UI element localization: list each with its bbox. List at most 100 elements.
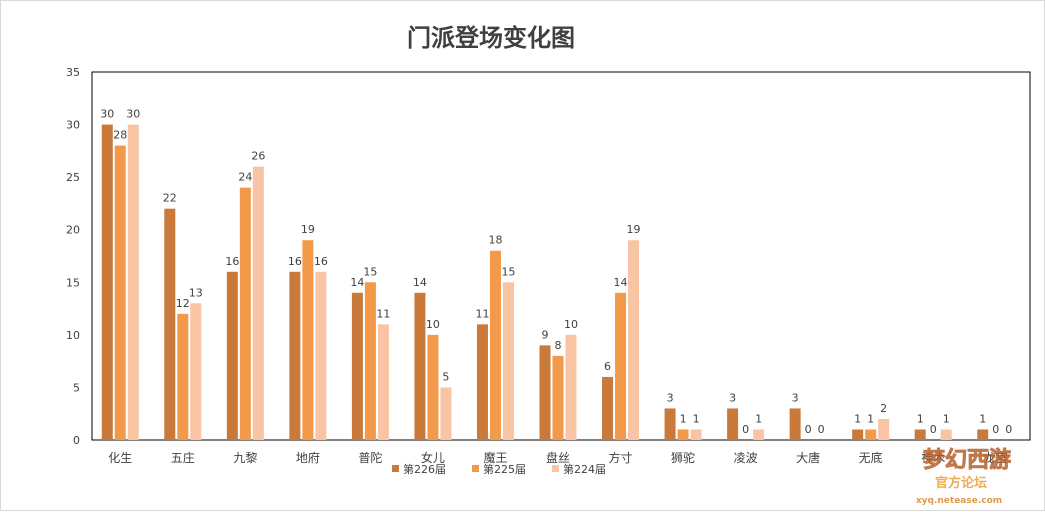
- bar: [226, 271, 238, 440]
- legend-label: 第225届: [483, 462, 526, 476]
- bar-data-label: 0: [742, 423, 749, 436]
- watermark-url-text: xyq.netease.com: [916, 496, 1002, 506]
- bar-data-label: 19: [301, 223, 315, 236]
- bar-data-label: 8: [555, 339, 562, 352]
- category-label: 九黎: [233, 451, 257, 465]
- bar-data-label: 30: [100, 108, 114, 121]
- y-tick-label: 35: [66, 66, 80, 79]
- bar-data-label: 15: [363, 265, 377, 278]
- bar: [364, 282, 376, 440]
- bar: [239, 187, 251, 440]
- bar-data-label: 1: [943, 412, 950, 425]
- bar-data-label: 3: [792, 391, 799, 404]
- bar-data-label: 0: [930, 423, 937, 436]
- category-label: 盘丝: [546, 450, 570, 465]
- bar-data-label: 3: [667, 391, 674, 404]
- y-tick-label: 15: [66, 276, 80, 289]
- category-label: 神木: [921, 451, 945, 465]
- category-labels-group: 化生 五庄 九黎 地府 普陀 女儿 魔王 盘丝 方寸 狮驼 凌波 大唐 无底 神木 龙宫: [108, 450, 1007, 465]
- bar-data-label: 9: [542, 328, 549, 341]
- category-label: 普陀: [358, 450, 382, 465]
- y-tick-label: 5: [73, 381, 80, 394]
- bar-data-label: 11: [475, 307, 489, 320]
- category-label: 无底: [859, 450, 883, 465]
- bar: [315, 271, 327, 440]
- bar-data-label: 1: [979, 412, 986, 425]
- watermark-logo-text: 梦幻西游: [923, 447, 1011, 473]
- bar-data-label: 1: [680, 412, 687, 425]
- bar: [377, 324, 389, 440]
- bar-data-label: 10: [564, 318, 578, 331]
- bar: [351, 292, 363, 440]
- chart-title: 门派登场变化图: [407, 24, 575, 52]
- category-label: 地府: [296, 450, 320, 465]
- y-axis-ticks: 0 5 10 15 20 25 30 35: [66, 66, 80, 447]
- bar-data-label: 1: [917, 412, 924, 425]
- bar-data-label: 1: [693, 412, 700, 425]
- bar-data-label: 26: [251, 150, 265, 163]
- bar: [114, 145, 126, 440]
- bar: [164, 208, 176, 440]
- category-label: 魔王: [483, 450, 507, 465]
- bar: [789, 408, 801, 440]
- bar-data-label: 13: [189, 286, 203, 299]
- bar: [565, 334, 577, 440]
- bar-data-label: 16: [225, 255, 239, 268]
- bar: [414, 292, 426, 440]
- legend-label: 第224届: [563, 462, 606, 476]
- bar-data-label: 6: [604, 360, 611, 373]
- y-tick-label: 25: [66, 171, 80, 184]
- bar-data-label: 3: [729, 391, 736, 404]
- bars-group: [101, 124, 989, 441]
- bar: [677, 429, 689, 440]
- bar: [101, 124, 113, 441]
- data-labels-group: 3028302212131624261619161415111410511181…: [100, 108, 1012, 436]
- bar-data-label: 10: [426, 318, 440, 331]
- bar-data-label: 0: [992, 423, 999, 436]
- category-label: 凌波: [734, 451, 758, 465]
- bar: [127, 124, 139, 441]
- bar: [539, 345, 551, 440]
- bar-data-label: 24: [238, 171, 252, 184]
- bar-data-label: 1: [867, 412, 874, 425]
- forum-watermark: 梦幻西游 官方论坛 xyq.netease.com: [916, 447, 1012, 506]
- bar: [977, 429, 989, 440]
- category-label: 大唐: [796, 450, 820, 465]
- bar-data-label: 16: [314, 255, 328, 268]
- bar-data-label: 14: [350, 276, 364, 289]
- bar: [489, 250, 501, 440]
- bar: [427, 334, 439, 440]
- category-label: 女儿: [421, 450, 445, 465]
- bar: [753, 429, 765, 440]
- y-tick-label: 30: [66, 119, 80, 132]
- category-label: 龙宫: [984, 450, 1008, 465]
- bar: [552, 355, 564, 440]
- bar-data-label: 14: [614, 276, 628, 289]
- bar-data-label: 1: [854, 412, 861, 425]
- legend-swatch: [392, 465, 399, 472]
- bar-data-label: 30: [126, 108, 140, 121]
- y-tick-label: 10: [66, 329, 80, 342]
- bar: [865, 429, 877, 440]
- bar-data-label: 18: [488, 234, 502, 247]
- bar-data-label: 0: [818, 423, 825, 436]
- bar: [940, 429, 952, 440]
- watermark-sub-text: 官方论坛: [935, 475, 987, 491]
- bar-data-label: 14: [413, 276, 427, 289]
- y-tick-label: 0: [73, 434, 80, 447]
- bar: [878, 418, 890, 440]
- bar: [190, 303, 202, 440]
- legend-label: 第226届: [403, 462, 446, 476]
- bar: [852, 429, 864, 440]
- bar: [177, 313, 189, 440]
- bar: [602, 376, 614, 440]
- category-label: 方寸: [609, 450, 633, 465]
- bar-data-label: 19: [627, 223, 641, 236]
- bar: [440, 387, 452, 440]
- category-label: 化生: [108, 451, 132, 465]
- legend-swatch: [552, 465, 559, 472]
- bar: [914, 429, 926, 440]
- bar-data-label: 22: [163, 192, 177, 205]
- bar-data-label: 12: [176, 297, 190, 310]
